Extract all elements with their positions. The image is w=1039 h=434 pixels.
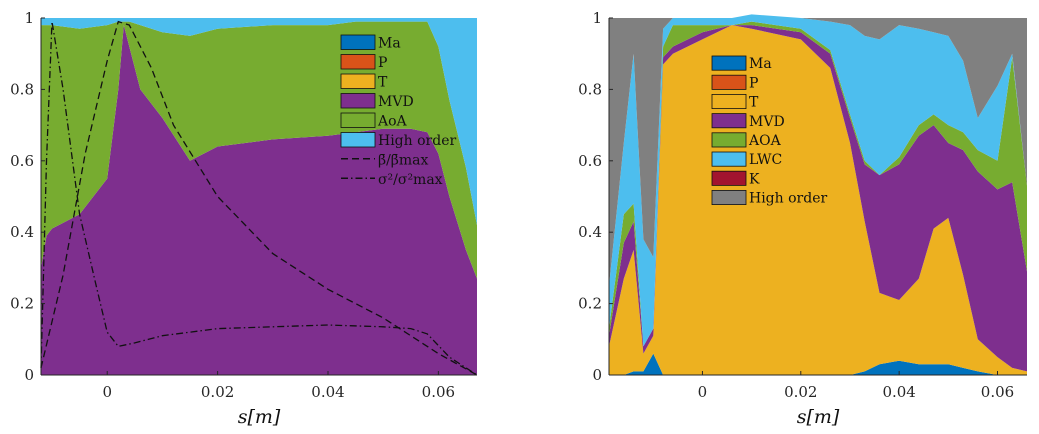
legend-label: High order bbox=[749, 191, 827, 207]
x-tick-label: 0.02 bbox=[784, 383, 817, 401]
legend-swatch bbox=[341, 55, 375, 70]
legend-label: AOA bbox=[748, 133, 782, 149]
left-stacked-area-chart: 0 0.2 0.4 0.6 0.8 1 0 0.02 0.04 0.06 s[m] Ma PT MVD Ao… bbox=[10, 9, 477, 428]
right-stacked-area-chart: 0 0.2 0.4 0.6 0.8 1 0 0.02 0.04 0.06 s[m] Ma PT MVD AO… bbox=[578, 9, 1027, 428]
legend-label: T bbox=[749, 95, 759, 111]
legend-label: T bbox=[378, 75, 388, 91]
legend-swatch bbox=[341, 74, 375, 89]
y-tick-label: 0.8 bbox=[10, 80, 34, 98]
legend-swatch bbox=[341, 94, 375, 109]
legend-swatch bbox=[341, 133, 375, 148]
legend-swatch bbox=[712, 94, 746, 108]
x-tick-label: 0.04 bbox=[882, 383, 915, 401]
legend-label: MVD bbox=[749, 114, 785, 130]
x-axis-label: s[m] bbox=[238, 406, 281, 428]
y-tick-label: 0 bbox=[24, 366, 34, 384]
legend-label: P bbox=[378, 55, 387, 71]
legend-label: AoA bbox=[377, 114, 408, 130]
legend-swatch bbox=[712, 75, 746, 89]
legend-label: σ²/σ²max bbox=[378, 172, 443, 188]
x-axis-label: s[m] bbox=[797, 406, 840, 428]
legend-swatch bbox=[712, 56, 746, 70]
legend-label: β̄/β̄max bbox=[378, 153, 429, 169]
y-tick-label: 0.8 bbox=[578, 80, 602, 98]
legend-swatch bbox=[712, 171, 746, 185]
x-tick-label: 0 bbox=[698, 383, 708, 401]
legend-label: MVD bbox=[378, 94, 414, 110]
x-tick-label: 0.06 bbox=[422, 383, 455, 401]
x-tick-label: 0 bbox=[102, 383, 112, 401]
y-tick-label: 0.4 bbox=[10, 223, 34, 241]
y-tick-label: 0.6 bbox=[10, 152, 34, 170]
legend-swatch bbox=[712, 114, 746, 128]
legend-label: K bbox=[749, 171, 760, 187]
x-tick-label: 0.04 bbox=[311, 383, 344, 401]
y-tick-label: 1 bbox=[592, 9, 602, 27]
y-tick-label: 0 bbox=[592, 366, 602, 384]
legend-swatch bbox=[341, 35, 375, 50]
legend-swatch bbox=[712, 133, 746, 147]
legend-label: P bbox=[749, 75, 758, 91]
y-tick-label: 0.2 bbox=[10, 295, 34, 313]
y-tick-label: 0.6 bbox=[578, 152, 602, 170]
x-tick-label: 0.06 bbox=[981, 383, 1014, 401]
legend-label: LWC bbox=[749, 152, 782, 168]
legend-label: Ma bbox=[378, 36, 401, 52]
legend-label: Ma bbox=[749, 56, 772, 72]
legend-swatch bbox=[712, 152, 746, 166]
y-tick-label: 0.2 bbox=[578, 295, 602, 313]
y-tick-label: 1 bbox=[24, 9, 34, 27]
legend-swatch bbox=[712, 190, 746, 204]
x-tick-label: 0.02 bbox=[201, 383, 234, 401]
y-tick-label: 0.4 bbox=[578, 223, 602, 241]
legend-swatch bbox=[341, 113, 375, 128]
legend-label: High order bbox=[378, 133, 456, 149]
